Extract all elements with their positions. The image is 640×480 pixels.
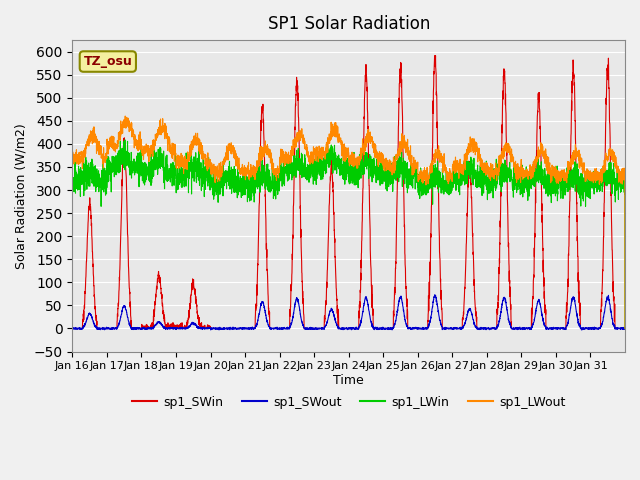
X-axis label: Time: Time [333, 374, 364, 387]
Title: SP1 Solar Radiation: SP1 Solar Radiation [268, 15, 430, 33]
Text: TZ_osu: TZ_osu [83, 55, 132, 68]
Y-axis label: Solar Radiation (W/m2): Solar Radiation (W/m2) [15, 123, 28, 269]
Legend: sp1_SWin, sp1_SWout, sp1_LWin, sp1_LWout: sp1_SWin, sp1_SWout, sp1_LWin, sp1_LWout [127, 391, 571, 414]
